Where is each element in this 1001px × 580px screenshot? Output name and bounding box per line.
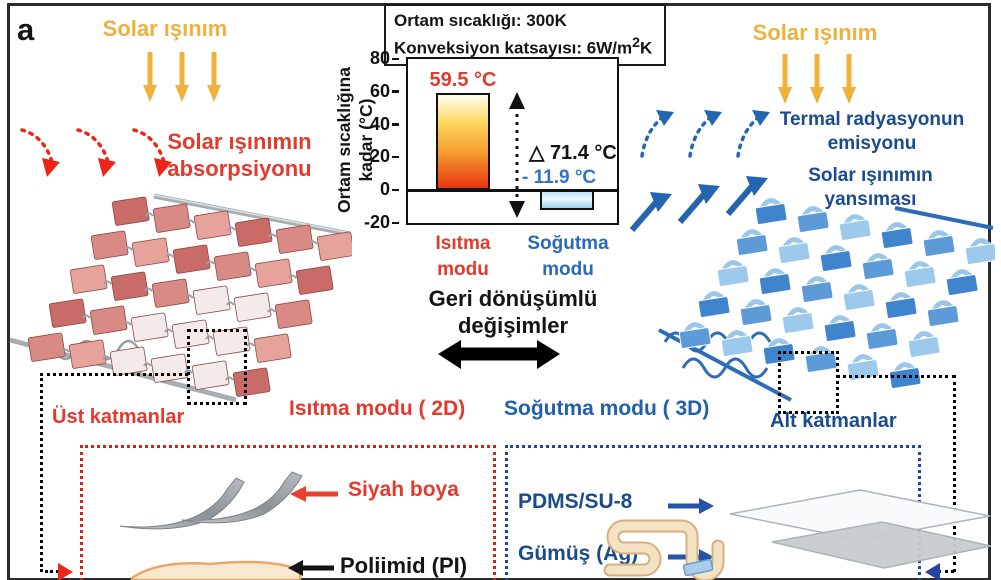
cooling-bar bbox=[540, 190, 594, 210]
zero-line bbox=[408, 189, 617, 192]
chart-y-ticks: 80 60 40 20 0 -20 bbox=[352, 48, 400, 232]
silver-label: Gümüş (Ag) bbox=[518, 542, 639, 565]
solar-reflection-label: Solar ışınımın yansıması bbox=[808, 165, 933, 210]
cooling-device-3d-illustration bbox=[658, 198, 995, 402]
reversible-double-arrow-icon bbox=[438, 340, 560, 369]
blue-connector-arrowhead-icon bbox=[925, 563, 940, 580]
x-category-heating: Isıtma modu bbox=[435, 233, 491, 280]
y-tick: 40 bbox=[342, 114, 399, 135]
polyimide-label: Poliimid (PI) bbox=[340, 553, 468, 578]
pdms-label: PDMS/SU-8 bbox=[518, 490, 633, 513]
black-paint-arrow-icon bbox=[290, 486, 338, 502]
top-layers-label: Üst katmanlar bbox=[52, 406, 185, 428]
delta-temperature-label: △ 71.4 °C bbox=[529, 142, 617, 164]
solar-down-arrows-left-icon bbox=[143, 52, 221, 102]
red-connector-arrowhead-icon bbox=[58, 563, 73, 580]
chart-plot-area bbox=[406, 57, 619, 225]
pdms-arrow-icon bbox=[668, 498, 714, 514]
cooling-bar-value-label: - 11.9 °C bbox=[522, 167, 597, 188]
solar-down-arrows-right-icon bbox=[778, 54, 856, 104]
red-connector-stub bbox=[45, 570, 59, 573]
cooling-zoom-callout-rect bbox=[778, 351, 839, 414]
y-tick: -20 bbox=[342, 212, 399, 233]
y-tick: 80 bbox=[342, 48, 399, 69]
polyimide-layer-illustration bbox=[130, 560, 302, 580]
absorption-label: Solar ışınımın absorpsiyonu bbox=[167, 129, 312, 181]
heating-bar-value-label: 59.5 °C bbox=[429, 69, 497, 91]
cooling-mode-3d-label: Soğutma modu ( 3D) bbox=[504, 397, 710, 420]
red-connector-horizontal bbox=[40, 373, 188, 376]
reversible-changes-label: Geri dönüşümlü değişimler bbox=[428, 286, 598, 338]
cooling-layers-illustration bbox=[603, 489, 992, 580]
blue-connector-horizontal bbox=[836, 375, 956, 378]
heating-bar bbox=[436, 92, 490, 191]
solar-irradiation-label-left: Solar ışınım bbox=[102, 16, 228, 41]
thermal-emission-curved-arrows-icon bbox=[640, 110, 770, 158]
red-connector-vertical bbox=[40, 373, 43, 572]
heating-layers-region bbox=[80, 445, 496, 580]
panel-letter: a bbox=[17, 12, 35, 47]
thermal-emission-label: Termal radyasyonun emisyonu bbox=[779, 109, 965, 154]
bottom-layers-label: Alt katmanlar bbox=[770, 410, 897, 432]
delta-double-arrow-icon bbox=[509, 92, 525, 218]
heating-mode-2d-label: Isıtma modu ( 2D) bbox=[289, 397, 466, 420]
polyimide-arrow-icon bbox=[288, 560, 334, 576]
heating-zoom-callout-rect bbox=[187, 329, 247, 405]
ambient-temperature-text: Ortam sıcaklığı: 300K bbox=[394, 11, 567, 30]
black-paint-layer-illustration bbox=[119, 471, 303, 530]
y-tick: 20 bbox=[342, 146, 399, 167]
simulation-conditions-box: Ortam sıcaklığı: 300K Konveksiyon katsay… bbox=[384, 4, 666, 66]
solar-irradiation-label-right: Solar ışınım bbox=[752, 20, 878, 45]
convection-coefficient-text: Konveksiyon katsayısı: 6W/m2K bbox=[394, 35, 653, 58]
absorption-curved-arrows-icon bbox=[20, 128, 172, 177]
black-paint-label: Siyah boya bbox=[348, 478, 459, 501]
y-tick: 60 bbox=[342, 81, 399, 102]
blue-connector-vertical bbox=[953, 375, 956, 572]
y-tick: 0 bbox=[342, 179, 399, 200]
x-category-cooling: Soğutma modu bbox=[527, 233, 609, 280]
blue-connector-stub bbox=[938, 570, 954, 573]
